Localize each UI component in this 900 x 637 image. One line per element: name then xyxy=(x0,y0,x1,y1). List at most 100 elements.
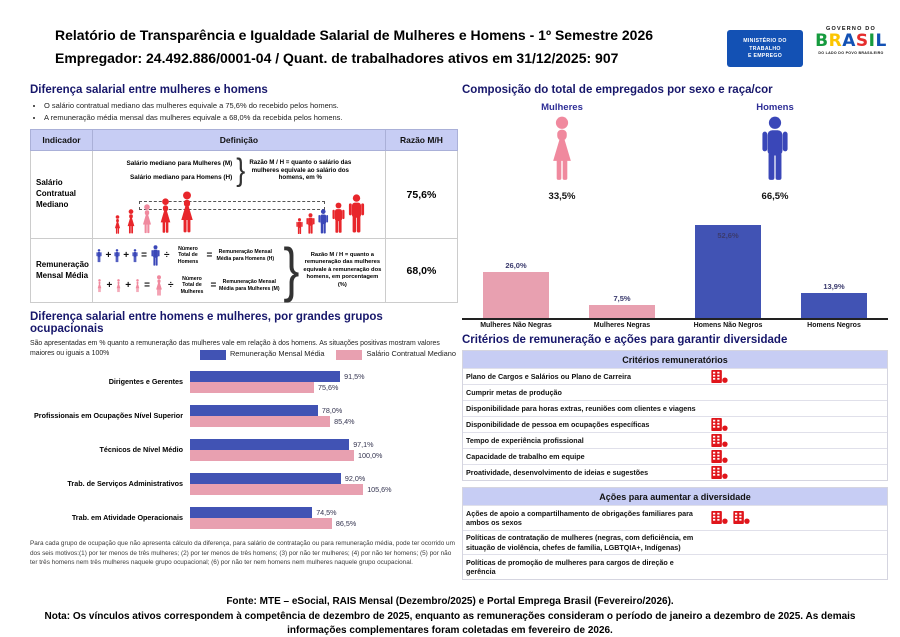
male-figure-icon xyxy=(131,249,139,263)
remuneracao-bar xyxy=(190,371,341,382)
mean-ratio-note: Razão M / H = quanto a remuneração das m… xyxy=(303,251,382,288)
composition-bar-slot: 26,0% xyxy=(476,261,556,318)
composition-bar-slot: 13,9% xyxy=(794,282,874,318)
women-result-label: Remuneração Mensal Média para Mulheres (… xyxy=(219,279,280,292)
occupational-bar-group: Técnicos de Nível Médio 97,1% 100,0% xyxy=(30,439,458,461)
criteria-row: Políticas de contratação de mulheres (ne… xyxy=(463,529,887,555)
occupational-subtitle-row: São apresentadas em % quanto a remuneraç… xyxy=(30,339,458,360)
mean-ratio-value: 68,0% xyxy=(384,238,459,303)
criteria-row: Ações de apoio a compartilhamento de obr… xyxy=(463,505,887,530)
female-figure-icon xyxy=(113,215,122,235)
homens-negros-bar xyxy=(801,293,867,318)
criteria-row: Tempo de experiência profissional xyxy=(463,432,887,448)
col-razao: Razão M/H xyxy=(384,129,459,151)
female-figure-icon xyxy=(177,191,197,235)
criteria-row: Cumprir metas de produção xyxy=(463,384,887,400)
occupational-bar-group: Dirigentes e Gerentes 91,5% 75,6% xyxy=(30,371,458,393)
building-icon xyxy=(711,466,728,479)
indicator-label: Salário Contratual Mediano xyxy=(30,150,93,239)
occupation-label: Técnicos de Nível Médio xyxy=(99,444,183,454)
building-icon xyxy=(711,434,728,447)
women-label: Mulheres xyxy=(541,102,583,113)
median-figures-illustration xyxy=(93,188,385,238)
salario-bar xyxy=(190,484,364,495)
criteria-marks xyxy=(709,434,728,447)
bar-value: 86,5% xyxy=(335,519,357,528)
left-column: Diferença salarial entre mulheres e home… xyxy=(30,84,459,568)
category-label: Mulheres Negras xyxy=(593,322,651,329)
bar-value: 85,4% xyxy=(334,417,355,426)
female-figure-icon xyxy=(95,279,104,293)
men-divisor-label: Número Total de Homens xyxy=(177,246,199,265)
criteria-row: Plano de Cargos e Salários ou Plano de C… xyxy=(463,368,887,384)
building-icon xyxy=(711,370,728,383)
women-divisor-label: Número Total de Mulheres xyxy=(180,276,204,295)
building-icon xyxy=(733,511,750,524)
homens-nao-negros-bar xyxy=(695,224,761,318)
male-figure-icon xyxy=(296,218,303,235)
indicator-table: Indicador Definição Razão M/H Salário Co… xyxy=(30,129,459,304)
building-icon xyxy=(711,418,728,431)
report-footer: Fonte: MTE – eSocial, RAIS Mensal (Dezem… xyxy=(0,595,900,637)
bar-value: 91,5% xyxy=(344,372,365,381)
men-result-label: Remuneração Mensal Média para Homens (H) xyxy=(216,249,275,262)
brace-glyph: } xyxy=(236,152,246,188)
bar-value: 7,5% xyxy=(613,293,631,303)
occupation-label: Dirigentes e Gerentes xyxy=(108,376,183,386)
women-equation: + + = ÷ Número Total de Mulheres = Remun… xyxy=(95,275,280,297)
diversity-actions-header: Ações para aumentar a diversidade xyxy=(463,488,887,505)
employer-line: Empregador: 24.492.886/0001-04 / Quant. … xyxy=(55,50,619,67)
occupation-label: Trab. em Atividade Operacionais xyxy=(71,512,183,522)
occupation-label: Profissionais em Ocupações Nível Superio… xyxy=(34,410,183,420)
men-label: Homens xyxy=(756,102,794,113)
criteria-marks xyxy=(709,466,728,479)
row-salario-mediano: Salário Contratual Mediano Salário media… xyxy=(30,150,459,239)
category-label: Homens Negros xyxy=(807,322,861,329)
female-figure-icon xyxy=(125,209,137,235)
salario-bar xyxy=(190,450,354,461)
bar-value: 75,6% xyxy=(318,383,339,392)
criteria-marks xyxy=(709,450,728,463)
indicator-label: Remuneração Mensal Média xyxy=(30,238,93,303)
female-figure-median-icon xyxy=(140,204,154,235)
remuneration-criteria-header: Critérios remuneratórios xyxy=(463,351,887,368)
median-ratio-value: 75,6% xyxy=(384,150,459,239)
female-figure-icon xyxy=(133,279,142,293)
median-comparison-dashed-box xyxy=(138,201,325,210)
criteria-row: Disponibilidade para horas extras, reuni… xyxy=(463,400,887,416)
building-icon xyxy=(711,450,728,463)
ministry-logo: MINISTÉRIO DO TRABALHO E EMPREGO xyxy=(727,30,803,67)
indicator-table-header: Indicador Definição Razão M/H xyxy=(30,129,459,151)
pink-swatch-icon xyxy=(336,349,363,360)
composition-chart: 26,0% 7,5% 52,6% 13,9% xyxy=(462,212,888,320)
female-figure-icon xyxy=(546,116,578,184)
remuneracao-bar xyxy=(190,507,313,518)
report-title: Relatório de Transparência e Igualdade S… xyxy=(55,27,654,43)
bar-value: 78,0% xyxy=(321,406,343,415)
men-equation: + + = ÷ Número Total de Homens = Remuner… xyxy=(95,245,280,267)
bar-value: 13,9% xyxy=(823,282,845,292)
category-label: Homens Não Negros xyxy=(693,322,763,329)
brasil-logo-tagline: DO LADO DO POVO BRASILEIRO xyxy=(818,50,884,55)
ministry-logo-line: TRABALHO xyxy=(749,45,781,52)
right-column: Composição do total de empregados por se… xyxy=(462,84,888,586)
women-percentage: 33,5% xyxy=(548,191,576,202)
legend-remuneracao: Remuneração Mensal Média xyxy=(199,349,324,360)
occupational-bar-group: Trab. de Serviços Administrativos 92,0% … xyxy=(30,473,458,495)
col-indicador: Indicador xyxy=(30,129,93,151)
female-figure-icon xyxy=(157,198,174,235)
mulheres-negras-bar xyxy=(589,304,655,318)
composition-bar-slot: 7,5% xyxy=(582,294,662,318)
occupation-label: Trab. de Serviços Administrativos xyxy=(67,478,183,488)
ministry-logo-line: E EMPREGO xyxy=(747,53,783,59)
col-definicao: Definição xyxy=(91,129,386,151)
composition-categories: Mulheres Não Negras Mulheres Negras Home… xyxy=(462,320,888,329)
diversity-actions-table: Ações para aumentar a diversidade Ações … xyxy=(462,487,888,581)
bar-value: 26,0% xyxy=(505,261,527,270)
occupational-bar-group: Profissionais em Ocupações Nível Superio… xyxy=(30,405,458,427)
men-summary: Homens 66,5% xyxy=(720,102,830,202)
def-line-men: Salário mediano para Homens (H) xyxy=(130,174,233,181)
male-figure-icon xyxy=(348,194,365,235)
occupational-subtitle: São apresentadas em % quanto a remuneraç… xyxy=(30,340,440,357)
